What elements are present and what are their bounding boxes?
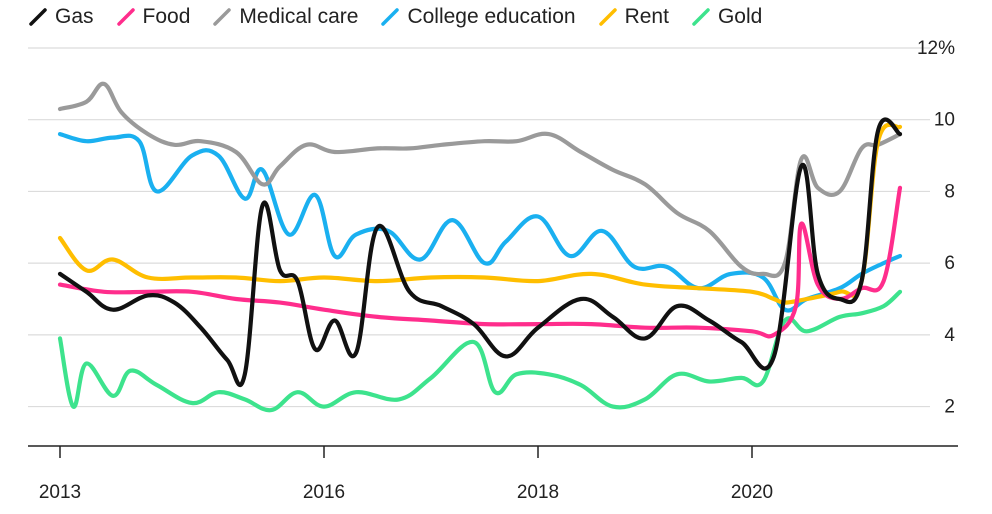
x-tick-label: 2013 [39,482,81,503]
legend-label: Gold [717,5,763,28]
legend-swatch-icon [29,8,47,26]
legend-label: College education [407,5,576,28]
legend-label: Food [142,5,191,28]
x-tick-label: 2018 [517,482,559,503]
x-tick-label: 2016 [303,482,345,503]
y-tick-label: 2 [944,397,955,418]
legend-swatch-icon [598,8,617,26]
x-axis-ticks: 2013 2016 2018 2020 [39,446,773,503]
legend-item-gas: Gas [28,5,94,29]
legend-label: Rent [624,5,669,28]
legend-item-medical-care: Medical care [212,5,358,29]
legend-swatch-icon [116,8,135,26]
y-tick-label: 10 [934,110,955,131]
y-tick-label: 8 [944,181,955,202]
y-tick-label: 6 [944,253,955,274]
series-line-college-education [57,132,903,313]
legend-swatch-icon [381,8,400,26]
legend-swatch-icon [213,8,232,26]
x-tick-label: 2020 [731,482,773,503]
legend-item-gold: Gold [691,5,762,29]
legend-item-food: Food [116,5,191,29]
y-tick-label: 4 [944,325,955,346]
gridlines [28,47,930,408]
y-tick-label: 12% [917,38,955,59]
legend-label: Medical care [239,5,359,28]
legend-item-college-education: College education [380,5,576,29]
series-lines [57,81,903,413]
series-line-gas [57,117,903,387]
legend-item-rent: Rent [598,5,669,29]
series-line-medical-care [57,81,903,279]
y-axis-ticks: 2 4 6 8 10 12% [917,38,955,418]
legend-label: Gas [55,5,94,28]
legend: Gas Food Medical care College education Rent… [28,4,762,30]
legend-swatch-icon [692,8,710,26]
